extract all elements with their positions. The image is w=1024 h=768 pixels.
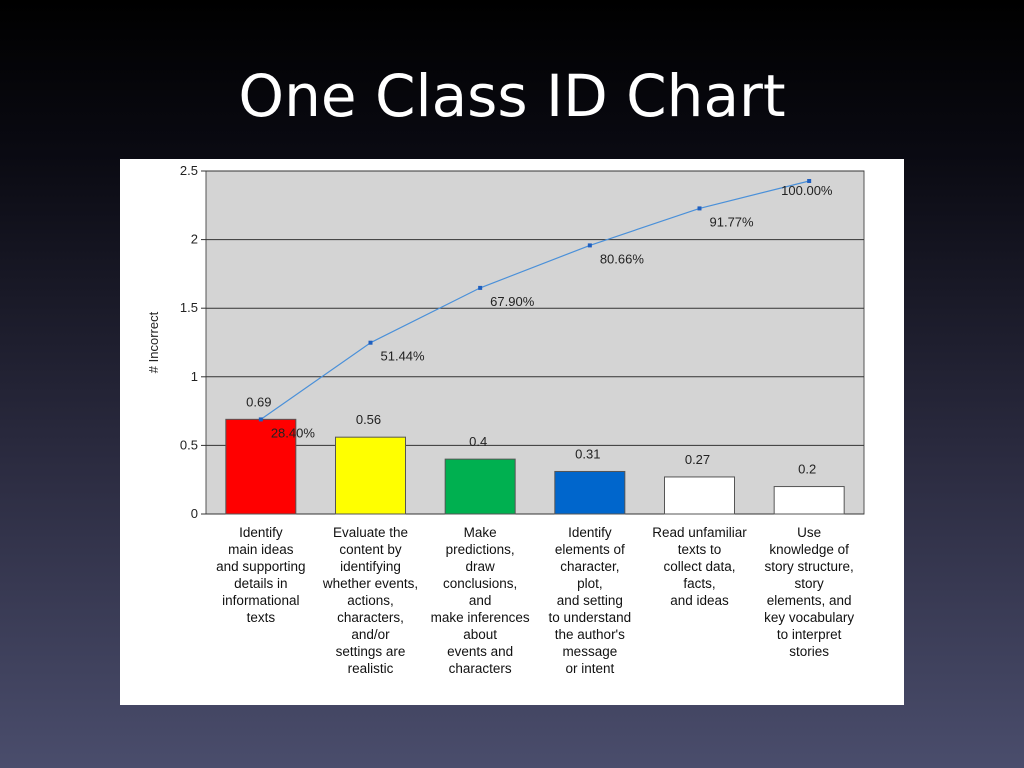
cumulative-label: 100.00%	[781, 183, 833, 198]
chart-panel: 0 0.5 1 1.5 2 2.5 # Incorrect 0.69 0.56 0.4 0.31 0.…	[120, 159, 904, 705]
x-category-label: Evaluate the content by identifying whet…	[322, 525, 419, 676]
cumulative-point	[258, 417, 263, 422]
y-tick-label: 1.5	[180, 300, 198, 315]
x-category-label: Make predictions, draw conclusions, and …	[430, 525, 530, 676]
plot-area	[205, 170, 865, 515]
cumulative-label: 28.40%	[271, 425, 316, 440]
cumulative-label: 91.77%	[710, 214, 755, 229]
bar	[554, 470, 626, 515]
cumulative-point	[807, 179, 812, 183]
bar-value-label: 0.69	[246, 394, 271, 409]
cumulative-point	[697, 206, 702, 211]
bar-value-label: 0.4	[469, 434, 487, 449]
y-tick-label: 2.5	[180, 163, 198, 178]
bar-value-label: 0.56	[356, 412, 381, 427]
bar-value-label: 0.2	[798, 462, 816, 477]
cumulative-label: 51.44%	[381, 349, 426, 364]
y-tick-label: 1	[191, 369, 198, 384]
bar	[225, 418, 297, 515]
x-category-label: Use knowledge of story structure, story …	[764, 525, 855, 659]
y-tick-label: 0	[191, 506, 198, 521]
y-tick-label: 0.5	[180, 437, 198, 452]
bar	[444, 458, 516, 515]
x-category-label: Read unfamiliar texts to collect data, f…	[652, 525, 747, 608]
pareto-chart: 0 0.5 1 1.5 2 2.5 # Incorrect 0.69 0.56 0.4 0.31 0.…	[146, 163, 865, 521]
cumulative-label: 67.90%	[490, 294, 535, 309]
slide-title: One Class ID Chart	[238, 62, 786, 130]
bar	[773, 486, 845, 515]
cumulative-point	[478, 285, 483, 290]
x-category-label: Identify main ideas and supporting detai…	[216, 525, 306, 625]
y-axis-label: # Incorrect	[146, 311, 161, 373]
bar	[335, 436, 406, 515]
x-category-label: Identify elements of character, plot, an…	[548, 525, 632, 676]
cumulative-point	[368, 340, 373, 345]
cumulative-line	[260, 180, 810, 420]
y-tick-label: 2	[191, 232, 198, 247]
bar-value-label: 0.31	[575, 446, 600, 461]
bar	[664, 476, 735, 515]
cumulative-label: 80.66%	[600, 251, 645, 266]
bar-value-label: 0.27	[685, 452, 710, 467]
cumulative-point	[587, 243, 592, 248]
